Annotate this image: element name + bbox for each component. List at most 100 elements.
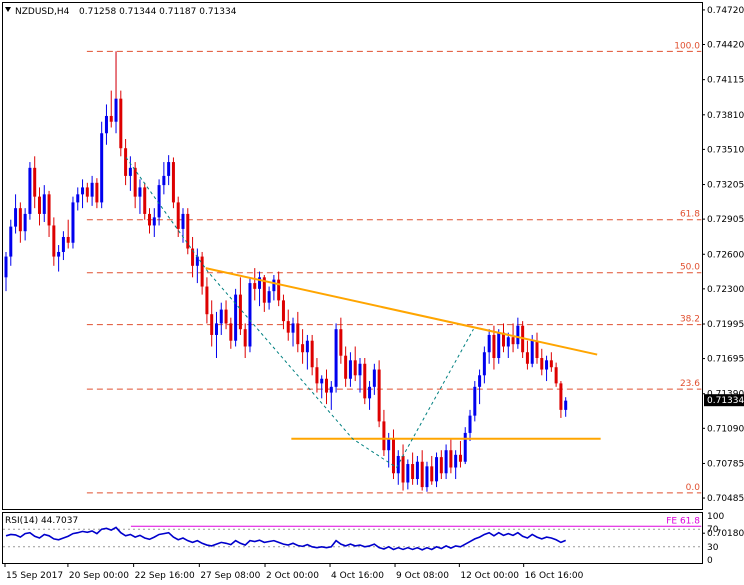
candle-body xyxy=(57,251,61,257)
candle-body xyxy=(497,332,501,359)
candle-body xyxy=(200,256,204,287)
candle-body xyxy=(411,464,415,480)
candle-body xyxy=(377,369,381,422)
symbol-label: NZDUSD,H4 xyxy=(15,7,70,17)
candle-body xyxy=(310,340,314,368)
dropdown-triangle-icon[interactable] xyxy=(5,7,11,12)
fib-level-label: 38.2 xyxy=(680,315,700,325)
candle-body xyxy=(33,167,37,197)
candle-body xyxy=(181,213,185,229)
candle-body xyxy=(42,194,46,214)
candle-body xyxy=(344,355,348,379)
candle-body xyxy=(37,196,41,214)
price-tick-label: 0.71695 xyxy=(707,355,744,365)
candle-body xyxy=(487,334,491,353)
price-tick-label: 0.70785 xyxy=(707,459,744,469)
candle-body xyxy=(482,352,486,376)
time-tick-label: 22 Sep 16:00 xyxy=(135,571,195,581)
fib-zigzag-line xyxy=(125,157,474,469)
price-tick-label: 0.72905 xyxy=(707,215,744,225)
time-tick-label: 9 Oct 08:00 xyxy=(396,571,449,581)
candle-body xyxy=(372,369,376,387)
price-tick-label: 0.74115 xyxy=(707,76,744,86)
candle-body xyxy=(114,98,118,122)
candle-body xyxy=(47,194,51,226)
time-tick-label: 16 Oct 16:00 xyxy=(525,571,584,581)
candle-body xyxy=(138,187,142,197)
candle-body xyxy=(435,457,439,482)
candle-body xyxy=(61,236,65,252)
time-tick-label: 12 Oct 00:00 xyxy=(460,571,519,581)
price-tick-label: 0.74420 xyxy=(707,40,744,50)
candle-body xyxy=(454,454,458,468)
candle-body xyxy=(214,323,218,335)
candle-body xyxy=(277,279,281,301)
candle-body xyxy=(133,167,137,197)
candle-body xyxy=(305,340,309,353)
time-axis: 15 Sep 2017 20 Sep 00:00 22 Sep 16:00 27 Se… xyxy=(4,563,584,581)
price-tick-label: 0.73205 xyxy=(707,181,744,191)
candle-body xyxy=(549,360,553,368)
candle-body xyxy=(564,400,568,410)
candle-body xyxy=(281,300,285,322)
candle-body xyxy=(76,194,80,203)
candle-body xyxy=(540,358,544,370)
price-tick-label: 0.72300 xyxy=(707,285,744,295)
time-tick-label: 15 Sep 2017 xyxy=(6,571,63,581)
candle-body xyxy=(439,457,443,474)
candle-body xyxy=(478,375,482,387)
candle-body xyxy=(148,213,152,226)
fib-level-label: 61.8 xyxy=(680,210,700,220)
candle-body xyxy=(325,378,329,393)
candle-body xyxy=(167,162,171,176)
candle-body xyxy=(100,133,104,203)
price-tick-label: 0.73510 xyxy=(707,145,744,155)
fe-level-label: FE 61.8 xyxy=(666,516,700,526)
candle-body xyxy=(162,175,166,186)
candle-body xyxy=(71,202,75,243)
candles-layer xyxy=(4,51,568,492)
candle-body xyxy=(444,450,448,474)
main-panel-frame xyxy=(2,2,703,510)
candle-body xyxy=(329,386,333,393)
rsi-line xyxy=(5,526,567,551)
time-tick-label: 27 Sep 08:00 xyxy=(200,571,260,581)
price-tick-label: 0.71995 xyxy=(707,320,744,330)
candle-body xyxy=(415,461,419,480)
candle-body xyxy=(492,334,496,359)
candle-body xyxy=(406,464,410,483)
candle-body xyxy=(85,187,89,197)
price-tick-label: 0.70180 xyxy=(707,529,744,539)
fib-level-label: 100.0 xyxy=(674,41,700,51)
candle-body xyxy=(511,337,515,345)
candle-body xyxy=(296,323,300,345)
candle-body xyxy=(449,450,453,468)
candle-body xyxy=(18,208,22,232)
candle-body xyxy=(253,283,257,289)
candle-body xyxy=(171,162,175,203)
candle-body xyxy=(506,337,510,347)
price-tick-label: 0.73810 xyxy=(707,111,744,121)
candle-body xyxy=(23,213,27,232)
candle-body xyxy=(420,461,424,488)
candle-body xyxy=(339,329,343,356)
candle-body xyxy=(205,286,209,315)
candle-body xyxy=(66,236,70,243)
rsi-panel: 100 70 30 0 xyxy=(3,512,724,566)
candle-body xyxy=(28,167,32,214)
candle-body xyxy=(358,363,362,376)
candle-body xyxy=(238,294,242,330)
candle-body xyxy=(95,182,99,203)
candle-body xyxy=(353,360,357,376)
candle-body xyxy=(554,367,558,384)
lines-layer: 0.71334 xyxy=(115,51,744,469)
candle-body xyxy=(301,344,305,353)
price-tick-label: 0.74720 xyxy=(707,6,744,16)
candle-body xyxy=(90,182,94,197)
candle-body xyxy=(224,309,228,324)
candle-body xyxy=(128,167,132,176)
rsi-panel-frame xyxy=(2,512,703,564)
candle-body xyxy=(291,323,295,333)
candle-body xyxy=(382,421,386,451)
candle-body xyxy=(81,187,85,195)
